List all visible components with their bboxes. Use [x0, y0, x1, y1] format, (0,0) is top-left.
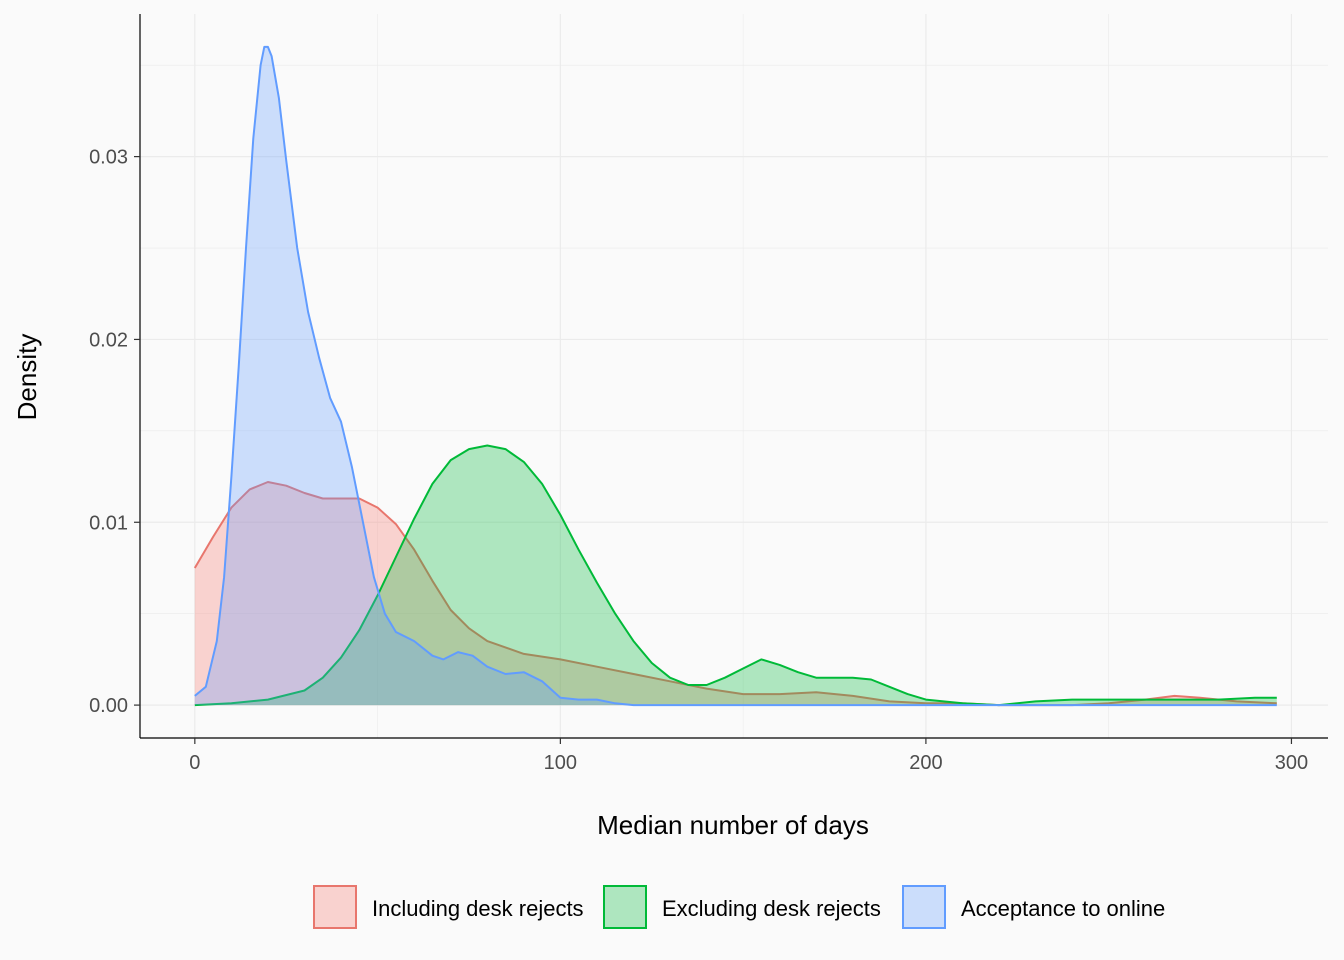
x-tick-label: 0 — [189, 752, 200, 774]
y-tick-label: 0.02 — [89, 329, 128, 351]
y-axis-title: Density — [12, 334, 42, 421]
legend-key-2 — [603, 885, 647, 929]
series-area-2 — [194, 445, 1277, 706]
legend-key-1 — [313, 885, 357, 929]
legend-key-3 — [902, 885, 946, 929]
y-tick-label: 0.03 — [89, 147, 128, 169]
grid-lines — [140, 14, 1328, 738]
series-line-3 — [194, 45, 1277, 707]
x-axis-title: Median number of days — [597, 810, 869, 840]
legend-label-1: Including desk rejects — [372, 896, 584, 921]
legend-label-2: Excluding desk rejects — [662, 896, 881, 921]
series-area-1 — [194, 482, 1277, 706]
axes: 0 100 200 300 0.00 0.01 0.02 0.03 — [89, 14, 1328, 774]
y-tick-label: 0.01 — [89, 512, 128, 534]
density-series — [193, 45, 1277, 707]
legend: Including desk rejects Excluding desk rej… — [313, 885, 1165, 929]
y-tick-label: 0.00 — [89, 695, 128, 717]
series-area-3 — [194, 46, 1277, 706]
legend-label-3: Acceptance to online — [961, 896, 1165, 921]
x-tick-label: 200 — [909, 752, 942, 774]
x-tick-label: 100 — [544, 752, 577, 774]
series-line-2 — [194, 444, 1277, 707]
x-tick-label: 300 — [1275, 752, 1308, 774]
